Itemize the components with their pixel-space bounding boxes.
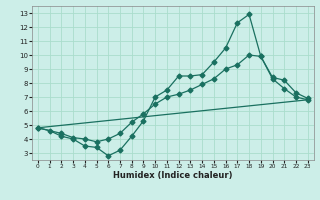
X-axis label: Humidex (Indice chaleur): Humidex (Indice chaleur) xyxy=(113,171,233,180)
